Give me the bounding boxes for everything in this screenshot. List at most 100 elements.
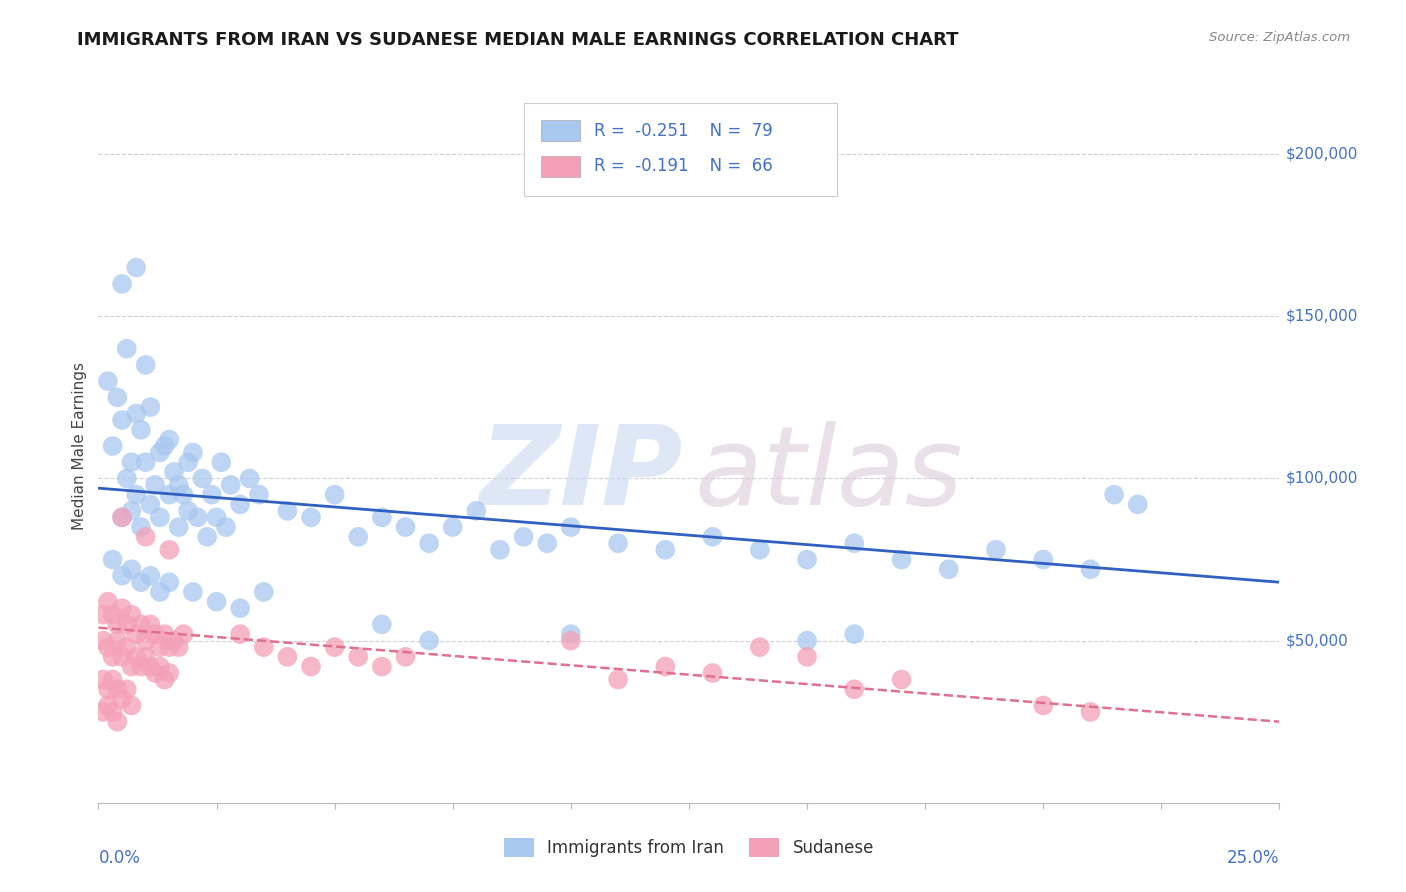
Point [276, 504, 298, 518]
Point [163, 633, 186, 648]
Point [91, 633, 114, 648]
Point [97, 698, 120, 713]
Point [125, 260, 148, 275]
Point [512, 530, 534, 544]
Point [1032, 698, 1054, 713]
Point [347, 530, 370, 544]
Point [111, 413, 134, 427]
Point [607, 536, 630, 550]
Point [101, 705, 124, 719]
Point [157, 542, 180, 557]
Point [129, 659, 152, 673]
Point [101, 649, 124, 664]
Point [394, 520, 416, 534]
Point [247, 488, 270, 502]
Point [139, 497, 162, 511]
Point [121, 659, 143, 673]
Point [139, 659, 162, 673]
Text: Source: ZipAtlas.com: Source: ZipAtlas.com [1209, 31, 1350, 45]
Point [347, 649, 370, 664]
Point [239, 471, 262, 485]
Point [654, 659, 676, 673]
Point [702, 666, 724, 681]
Point [105, 390, 128, 404]
Text: IMMIGRANTS FROM IRAN VS SUDANESE MEDIAN MALE EARNINGS CORRELATION CHART: IMMIGRANTS FROM IRAN VS SUDANESE MEDIAN … [77, 31, 959, 49]
Point [111, 277, 134, 291]
Point [143, 478, 166, 492]
Point [135, 530, 157, 544]
Point [560, 627, 582, 641]
Point [209, 455, 232, 469]
Point [984, 542, 1007, 557]
Point [101, 552, 124, 566]
Point [560, 633, 582, 648]
Point [129, 520, 152, 534]
Point [253, 585, 276, 599]
Point [139, 400, 162, 414]
Point [796, 649, 818, 664]
Point [149, 640, 172, 654]
Point [111, 601, 134, 615]
Point [796, 552, 818, 566]
Point [172, 488, 194, 502]
Point [115, 471, 138, 485]
Text: 0.0%: 0.0% [98, 849, 141, 867]
Text: $200,000: $200,000 [1285, 146, 1358, 161]
Point [111, 510, 134, 524]
Point [115, 342, 138, 356]
Point [157, 575, 180, 590]
Point [844, 536, 866, 550]
Point [129, 617, 152, 632]
Point [1080, 562, 1102, 576]
Point [121, 607, 143, 622]
Point [129, 423, 152, 437]
Point [191, 471, 214, 485]
Point [201, 488, 224, 502]
Point [125, 488, 148, 502]
Point [1032, 552, 1054, 566]
Point [844, 627, 866, 641]
Point [181, 585, 204, 599]
FancyBboxPatch shape [541, 120, 581, 141]
Point [167, 640, 190, 654]
Point [153, 439, 176, 453]
Point [111, 692, 134, 706]
Point [229, 497, 252, 511]
Point [105, 714, 128, 729]
Point [97, 595, 120, 609]
Point [1102, 488, 1125, 502]
Point [167, 520, 190, 534]
Legend: Immigrants from Iran, Sudanese: Immigrants from Iran, Sudanese [499, 833, 879, 863]
Point [115, 682, 138, 697]
Point [101, 673, 124, 687]
Point [276, 649, 298, 664]
Point [195, 530, 218, 544]
Point [323, 488, 346, 502]
Text: R =  -0.191    N =  66: R = -0.191 N = 66 [595, 157, 773, 175]
Text: $50,000: $50,000 [1285, 633, 1348, 648]
Point [418, 536, 440, 550]
Point [796, 633, 818, 648]
Point [111, 649, 134, 664]
Point [465, 504, 488, 518]
Text: ZIP: ZIP [479, 421, 683, 528]
Text: 25.0%: 25.0% [1227, 849, 1279, 867]
Point [441, 520, 464, 534]
Point [371, 617, 394, 632]
Point [607, 673, 630, 687]
Point [157, 433, 180, 447]
Point [323, 640, 346, 654]
FancyBboxPatch shape [523, 103, 837, 196]
Point [105, 633, 128, 648]
Point [135, 633, 157, 648]
Point [91, 705, 114, 719]
Point [1126, 497, 1149, 511]
Text: atlas: atlas [695, 421, 963, 528]
Point [172, 627, 194, 641]
Point [560, 520, 582, 534]
Point [115, 640, 138, 654]
Point [153, 627, 176, 641]
Point [153, 673, 176, 687]
Point [149, 585, 172, 599]
Point [91, 607, 114, 622]
